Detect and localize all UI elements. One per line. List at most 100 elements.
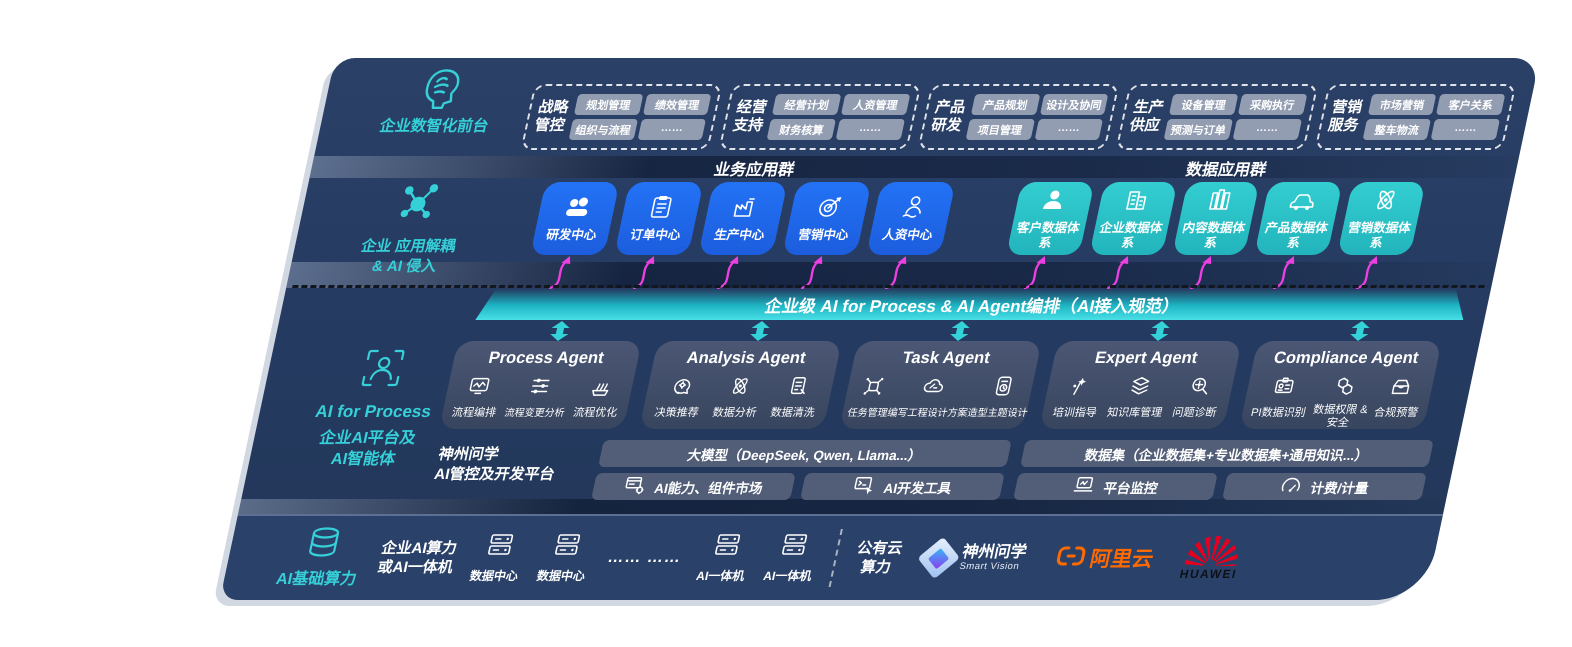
card-customer-data: 客户数据体系: [1006, 182, 1095, 255]
card-label: 营销数据体系: [1346, 220, 1413, 250]
smartvision-subtitle: Smart Vision: [958, 561, 1021, 573]
agent-capability: 培训指导: [1051, 375, 1105, 420]
platform-monitor-bar: 平台监控: [1013, 473, 1218, 500]
capability-pill: ……: [835, 119, 905, 140]
clipboard-icon: [645, 194, 678, 225]
training-spark-icon: [1066, 375, 1094, 402]
capability-pill: ……: [1430, 119, 1501, 140]
atom-icon: [1369, 187, 1402, 218]
agent-capability: 知识库管理: [1106, 375, 1171, 420]
flow-arrow: [691, 255, 772, 289]
diagnosis-icon: [1186, 375, 1214, 402]
agent-item-label: 决策推荐: [653, 407, 700, 419]
flow-arrow: [523, 255, 604, 289]
card-hr-center: 人资中心: [866, 182, 956, 255]
agent-capability: 任务管理: [846, 375, 895, 419]
sliders-icon: [526, 375, 554, 402]
alert-inbox-icon: [1387, 375, 1415, 402]
ai-platform-label: 企业AI平台及 AI智能体: [317, 429, 418, 468]
partner-logos: 神州问学 Smart Vision 阿里云 HUAWEI: [917, 535, 1246, 581]
double-arrow: [658, 321, 862, 341]
alibaba-cloud-logo: 阿里云: [1052, 543, 1156, 573]
capability-pill: 规划管理: [573, 94, 644, 115]
agent-capability: 数据权限 & 安全: [1309, 375, 1375, 429]
monitor-wave-icon: [465, 375, 493, 402]
agent-item-label: 培训指导: [1051, 407, 1098, 419]
model-bar: 大模型（DeepSeek, Qwen, Llama...）: [598, 440, 1012, 467]
card-label: 内容数据体系: [1181, 220, 1247, 250]
agent-title: Process Agent: [486, 349, 606, 367]
platform-row: 神州问学 AI管控及开发平台 大模型（DeepSeek, Qwen, Llama…: [429, 440, 1434, 500]
business-arrows: [523, 255, 942, 289]
capability-pill: ……: [1232, 119, 1302, 140]
flow-arrow: [999, 255, 1079, 289]
layer-separator: [238, 499, 1447, 514]
double-arrow: [1058, 321, 1262, 341]
double-arrow: [458, 321, 662, 341]
enterprise-compute-label: 企业AI算力 或AI一体机: [375, 539, 459, 577]
smartvision-name: 神州问学: [960, 543, 1029, 561]
datacenter-node: 数据中心: [468, 532, 527, 584]
laptop-monitor-icon: [1070, 475, 1097, 498]
card-label: 产品数据体系: [1264, 220, 1330, 250]
node-label: 数据中心: [535, 569, 587, 583]
node-label: AI一体机: [694, 569, 746, 583]
front-office-groups: 战略 管控 规划管理 绩效管理 组织与流程 …… 经营 支持 经营计划 人资管理…: [515, 58, 1540, 158]
agent-item-label: 流程优化: [571, 407, 619, 419]
ai-marketplace-label: AI能力、组件市场: [653, 480, 765, 496]
agent-capability: 流程编排: [450, 375, 504, 420]
model-bar-label: 大模型（DeepSeek, Qwen, Llama...）: [685, 447, 924, 463]
agent-analysis: Analysis Agent 决策推荐 数据分析: [639, 341, 842, 429]
flow-arrow: [1082, 255, 1162, 289]
agent-capability: 造型主题设计: [966, 375, 1035, 419]
layer-app-decoupling: 企业 应用解耦 & AI 侵入 业务应用群 研发中心: [286, 154, 1520, 290]
agent-expert: Expert Agent 培训指导 知识库管理: [1039, 341, 1242, 429]
capability-pill: 产品规划: [970, 94, 1040, 115]
agent-title: Task Agent: [900, 349, 992, 367]
alibaba-name: 阿里云: [1087, 548, 1156, 571]
agent-item-label: PI数据识别: [1249, 407, 1307, 419]
devtools-icon: [851, 475, 878, 498]
business-group-title: 业务应用群: [712, 162, 796, 179]
capability-pill: 设计及协同: [1039, 94, 1109, 115]
capability-pill: 人资管理: [840, 94, 911, 115]
card-label: 订单中心: [628, 228, 682, 242]
group-marketing-service: 营销 服务 市场营销 客户关系 整车物流 ……: [1314, 84, 1517, 150]
person-icon: [1037, 187, 1070, 218]
agent-title: Compliance Agent: [1272, 349, 1421, 367]
agent-item-label: 编写工程设计方案: [886, 408, 969, 419]
ai-appliance-node: AI一体机: [695, 532, 754, 584]
card-enterprise-data: 企业数据体系: [1088, 182, 1178, 255]
alibaba-bracket-logo: [1052, 544, 1088, 573]
band-label: 企业级 AI for Process & AI Agent编排（AI接入规范）: [762, 297, 1182, 316]
head-gear-icon: [668, 375, 696, 402]
agent-capability: 数据清洗: [769, 375, 823, 420]
smartvision-diamond-logo: [917, 536, 960, 580]
molecule-icon: [390, 182, 444, 229]
server-icon: [777, 532, 810, 563]
front-office-label: 企业数智化前台: [377, 118, 490, 135]
capability-pill: 客户关系: [1436, 94, 1506, 115]
card-label: 企业数据体系: [1098, 220, 1164, 250]
factory-icon: [729, 194, 762, 225]
capability-pill: ……: [1034, 119, 1104, 140]
theme-card-icon: [989, 375, 1017, 402]
ai-devtools-bar: AI开发工具: [800, 473, 1005, 500]
card-production-center: 生产中心: [698, 182, 788, 255]
person-frame-icon: [355, 346, 409, 395]
flow-arrow: [859, 255, 940, 289]
agent-capability: PI数据识别: [1248, 375, 1314, 429]
public-cloud-label: 公有云 算力: [855, 539, 905, 577]
platform-label: 神州问学 AI管控及开发平台: [432, 446, 557, 484]
flow-arrow: [1247, 255, 1327, 289]
team-icon: [560, 194, 595, 225]
huawei-name: HUAWEI: [1178, 566, 1239, 581]
agent-capability: 流程优化: [572, 375, 626, 420]
capability-pill: 市场营销: [1367, 94, 1437, 115]
group-title: 战略 管控: [532, 99, 571, 134]
cloud-design-icon: [918, 375, 948, 402]
agent-title: Expert Agent: [1093, 349, 1200, 367]
platform-monitor-label: 平台监控: [1102, 480, 1160, 496]
capability-pill: 整车物流: [1362, 119, 1432, 140]
card-label: 客户数据体系: [1015, 220, 1082, 250]
